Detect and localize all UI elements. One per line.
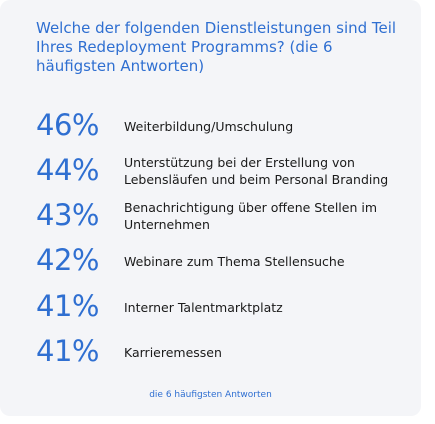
ranking-row: 46% Weiterbildung/Umschulung <box>36 104 416 146</box>
percentage-value: 41% <box>36 289 99 323</box>
percentage-value: 46% <box>36 108 99 142</box>
chart-card: Welche der folgenden Dienstleistungen si… <box>0 0 421 416</box>
percentage-value: 44% <box>36 153 99 187</box>
service-label: Interner Talentmarktplatz <box>124 299 283 315</box>
ranking-row: 42% Webinare zum Thema Stellensuche <box>36 239 416 281</box>
service-label: Benachrichtigung über offene Stellen im … <box>124 200 378 232</box>
percentage-value: 41% <box>36 334 99 368</box>
ranking-row: 41% Interner Talentmarktplatz <box>36 285 416 327</box>
service-label: Karrieremessen <box>124 344 222 360</box>
footnote: die 6 häufigsten Antworten <box>149 390 272 400</box>
percentage-value: 42% <box>36 243 99 277</box>
chart-title: Welche der folgenden Dienstleistungen si… <box>36 19 397 75</box>
percentage-value: 43% <box>36 198 99 232</box>
ranking-row: 43% Benachrichtigung über offene Stellen… <box>36 194 416 236</box>
service-label: Webinare zum Thema Stellensuche <box>124 253 345 269</box>
ranking-row: 41% Karrieremessen <box>36 330 416 372</box>
service-label: Weiterbildung/Umschulung <box>124 118 294 134</box>
service-label: Unterstützung bei der Erstellung von Leb… <box>124 155 389 187</box>
ranking-row: 44% Unterstützung bei der Erstellung von… <box>36 149 416 191</box>
